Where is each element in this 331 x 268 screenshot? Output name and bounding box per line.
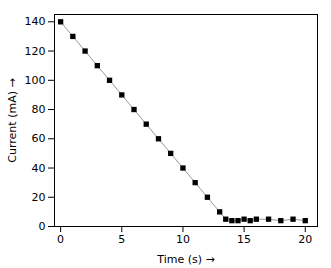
svg-text:40: 40: [32, 162, 46, 175]
svg-text:20: 20: [32, 191, 46, 204]
svg-text:0: 0: [57, 233, 64, 246]
svg-text:80: 80: [32, 103, 46, 116]
svg-text:15: 15: [237, 233, 251, 246]
svg-text:120: 120: [25, 45, 46, 58]
svg-text:60: 60: [32, 132, 46, 145]
svg-text:0: 0: [39, 220, 46, 233]
svg-text:Current (mA) →: Current (mA) →: [6, 78, 19, 162]
svg-text:20: 20: [298, 233, 312, 246]
svg-text:100: 100: [25, 74, 46, 87]
svg-text:10: 10: [176, 233, 190, 246]
svg-text:140: 140: [25, 15, 46, 28]
svg-text:Time (s) →: Time (s) →: [156, 253, 214, 266]
svg-text:5: 5: [118, 233, 125, 246]
